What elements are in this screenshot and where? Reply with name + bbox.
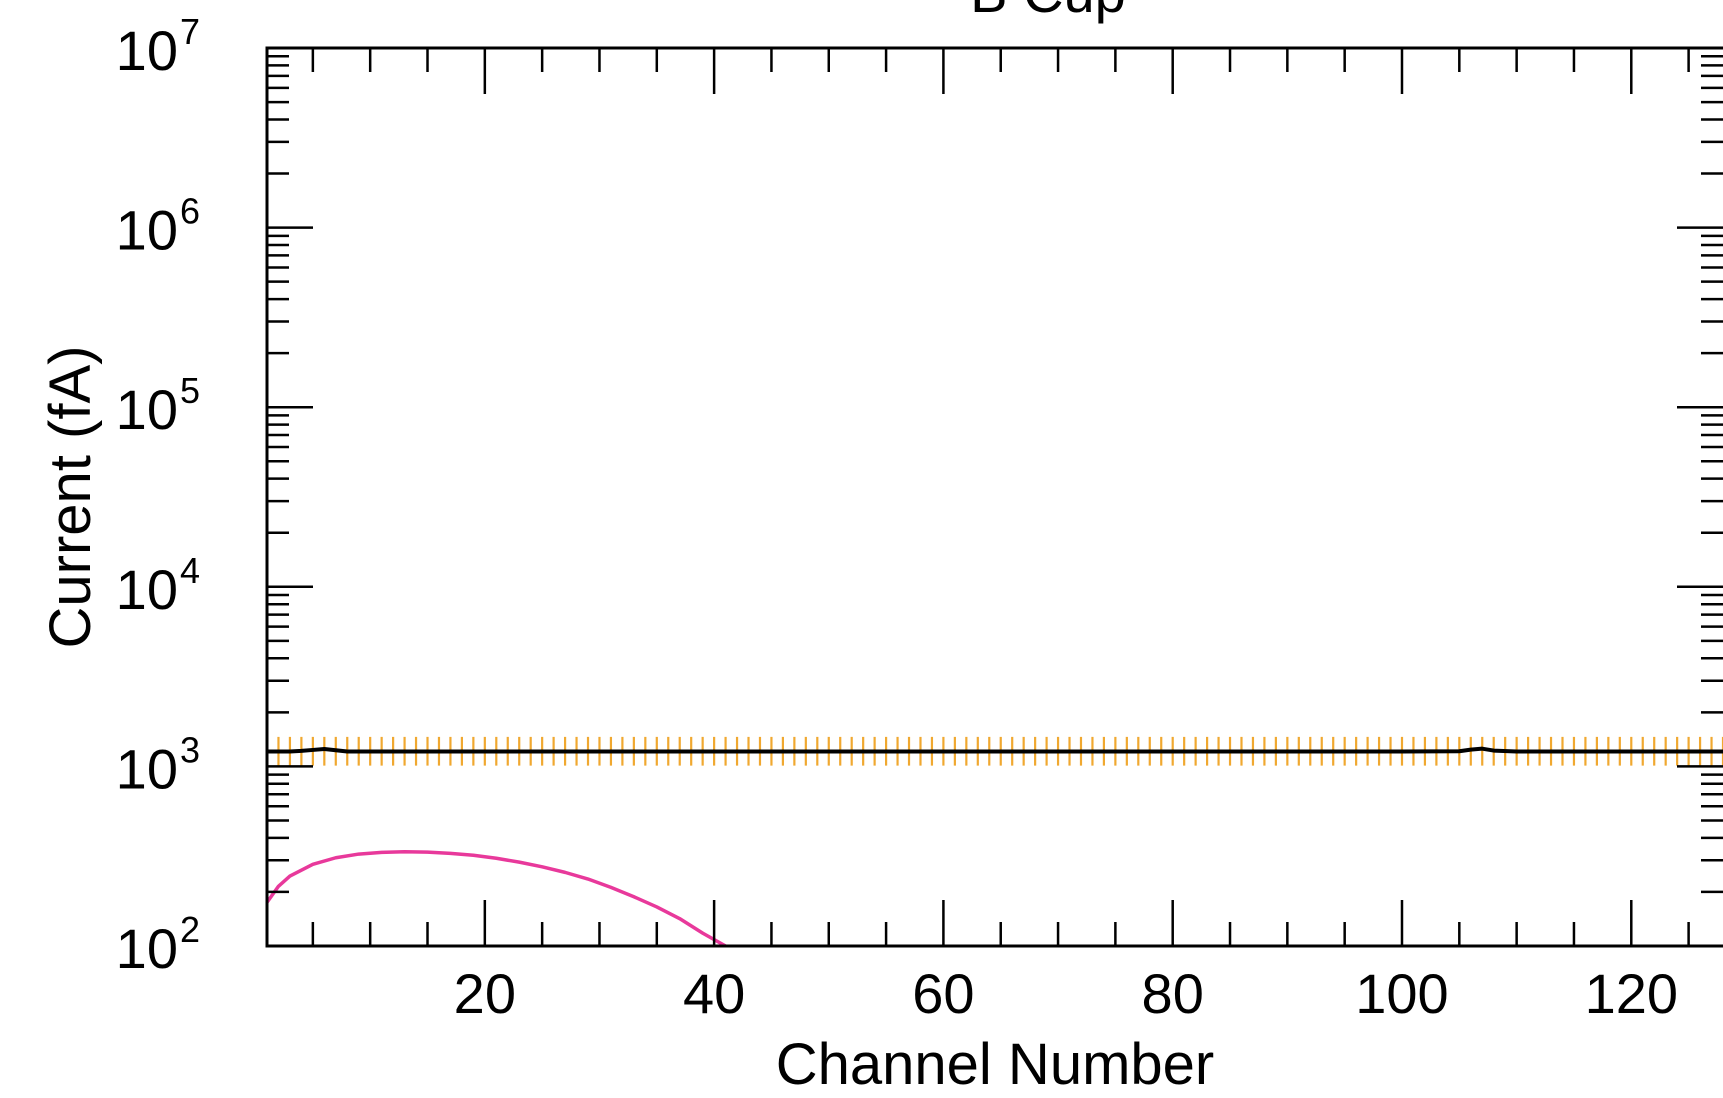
plot-frame — [265, 46, 1723, 948]
x-tick-label: 80 — [1142, 962, 1204, 1025]
measured-series-line — [267, 746, 1723, 754]
y-tick-base: 10 — [116, 19, 178, 82]
y-tick-label: 103 — [116, 729, 200, 800]
y-tick-base: 10 — [116, 199, 178, 262]
y-tick-exponent: 4 — [180, 550, 200, 591]
y-axis-label: Current (fA) — [38, 346, 103, 649]
labels-layer: 20406080100120102103104105106107B CupCha… — [38, 0, 1678, 1097]
y-tick-label: 102 — [116, 909, 200, 980]
x-tick-label: 20 — [454, 962, 516, 1025]
y-tick-base: 10 — [116, 558, 178, 621]
y-tick-label: 104 — [116, 550, 200, 621]
x-tick-label: 60 — [912, 962, 974, 1025]
y-tick-exponent: 5 — [180, 370, 200, 411]
y-tick-base: 10 — [116, 917, 178, 980]
y-tick-exponent: 3 — [180, 729, 200, 770]
y-tick-label: 105 — [116, 370, 200, 441]
y-tick-exponent: 6 — [180, 191, 200, 232]
series-layer — [267, 736, 1723, 946]
x-tick-label: 100 — [1355, 962, 1448, 1025]
x-tick-label: 120 — [1585, 962, 1678, 1025]
x-tick-label: 40 — [683, 962, 745, 1025]
y-tick-label: 106 — [116, 191, 200, 262]
y-tick-base: 10 — [116, 737, 178, 800]
y-tick-exponent: 7 — [180, 11, 200, 52]
y-tick-exponent: 2 — [180, 909, 200, 950]
x-axis-label: Channel Number — [776, 1032, 1214, 1097]
y-tick-label: 107 — [116, 11, 200, 82]
axes-layer — [265, 46, 1723, 948]
chart-title: B Cup — [970, 0, 1126, 24]
y-tick-base: 10 — [116, 378, 178, 441]
model-series-line — [267, 849, 727, 946]
